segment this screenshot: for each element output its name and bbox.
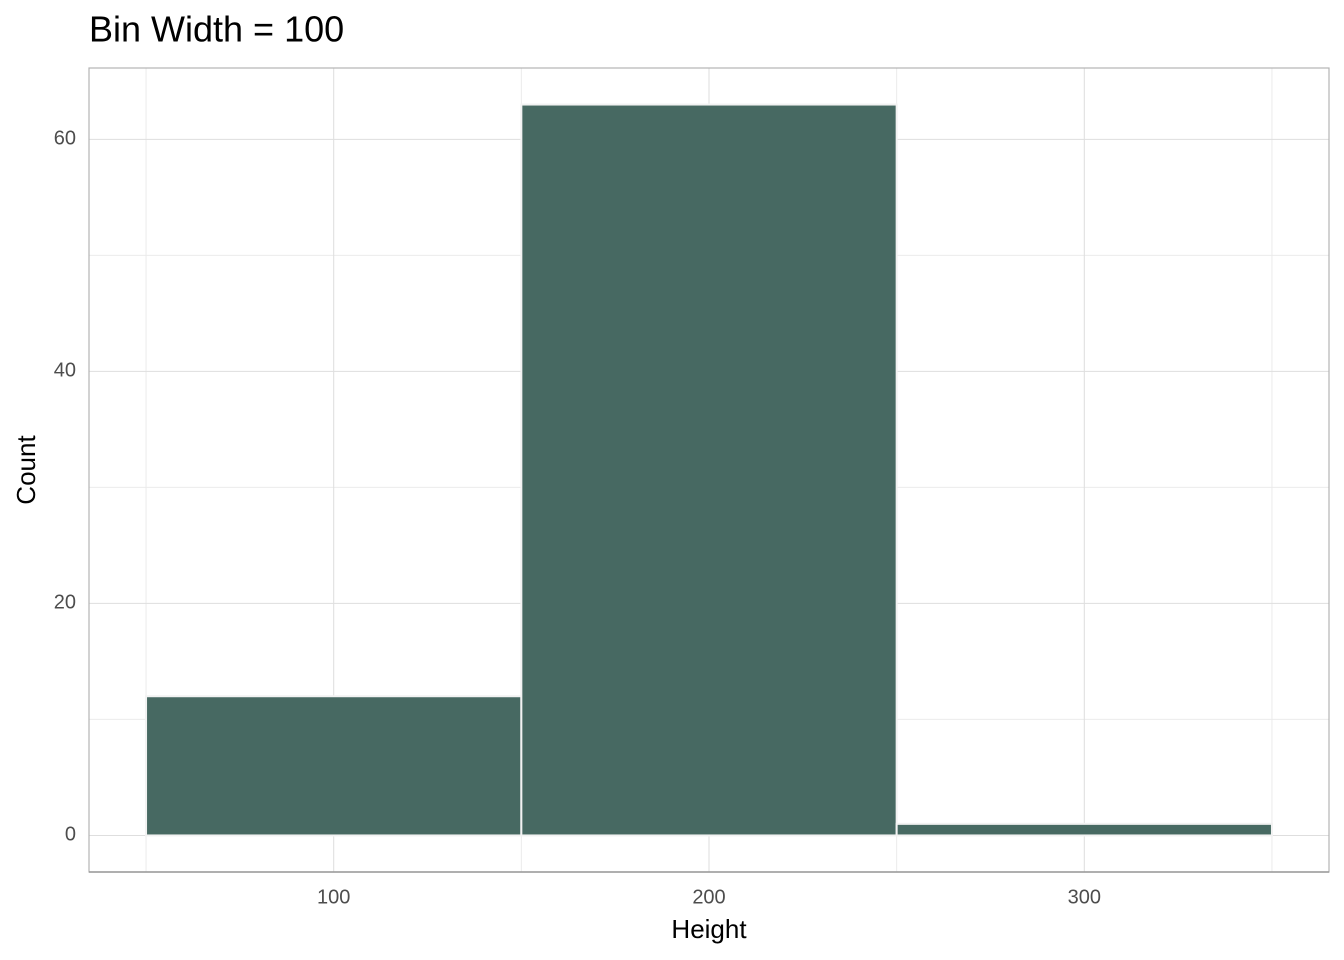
bar [145,695,523,837]
x-tick-label: 300 [1068,886,1101,908]
y-axis-title: Count [11,435,41,505]
y-tick-label: 0 [65,824,76,846]
chart-title: Bin Width = 100 [89,9,344,50]
x-axis-title: Height [671,914,747,944]
y-tick-label: 40 [54,360,76,382]
bar [520,103,898,837]
y-tick-label: 20 [54,592,76,614]
x-tick-label: 100 [317,886,350,908]
bar [895,822,1273,837]
plot-area [145,103,1273,837]
x-tick-label: 200 [692,886,725,908]
y-tick-label: 60 [54,128,76,150]
